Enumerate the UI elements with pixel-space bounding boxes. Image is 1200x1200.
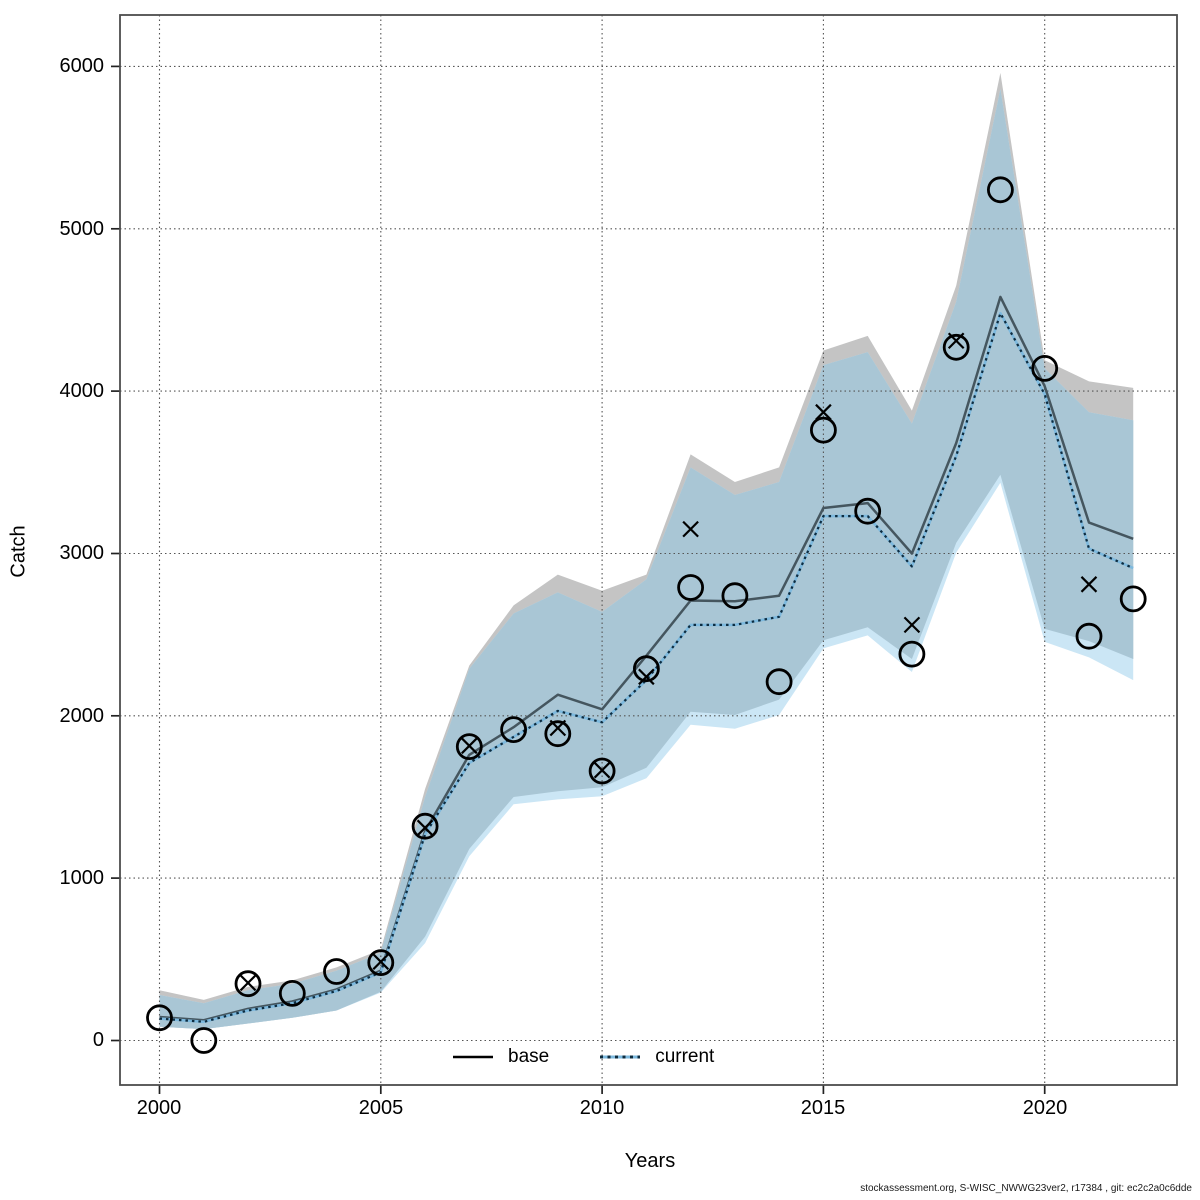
observation-x-marker-2011: [638, 668, 655, 686]
observation-x-marker-2021: [1080, 576, 1098, 593]
x-tick-label-2005: 2005: [358, 1097, 404, 1119]
y-tick-label-3000: 3000: [59, 542, 105, 564]
legend-current-label: current: [655, 1046, 715, 1067]
x-tick-label-2020: 2020: [1022, 1097, 1068, 1119]
y-tick-label-5000: 5000: [59, 218, 105, 240]
band-overlap-region: [159, 89, 1134, 1030]
observation-x-marker-2007: [461, 737, 478, 755]
observation-circle-marker-2022: [1119, 585, 1147, 613]
observation-circle-marker-2001: [190, 1027, 218, 1054]
observation-circle-marker-2014: [765, 668, 793, 696]
observation-circle-marker-2006: [411, 812, 439, 840]
observation-circle-marker-2016: [854, 497, 882, 525]
observation-x-marker-2018: [947, 332, 965, 350]
legend-base-label: base: [508, 1046, 550, 1067]
observation-circle-marker-2017: [898, 640, 926, 668]
observation-x-marker-2012: [682, 520, 699, 538]
y-tick-label-1000: 1000: [59, 867, 105, 889]
observation-x-marker-2017: [903, 616, 921, 634]
observation-x-marker-2009: [549, 719, 567, 737]
y-tick-label-6000: 6000: [59, 55, 105, 77]
observation-circle-marker-2012: [677, 574, 704, 601]
observation-x-marker-2002: [239, 974, 257, 992]
observation-circle-marker-2013: [721, 582, 749, 610]
observation-circle-marker-2018: [942, 333, 970, 361]
current-estimate-line: [159, 312, 1134, 1023]
observation-circle-marker-2002: [234, 970, 262, 998]
observation-circle-marker-2000: [146, 1004, 173, 1032]
observation-x-marker-2005: [372, 953, 390, 971]
observation-circle-marker-2010: [588, 757, 616, 785]
observation-circle-marker-2009: [544, 720, 572, 748]
observation-circle-marker-2004: [323, 958, 350, 985]
x-tick-label-2010: 2010: [579, 1097, 625, 1119]
legend: base current: [452, 1044, 714, 1070]
legend-current-line-swatch: [600, 1055, 641, 1059]
observation-x-marker-2015: [815, 403, 832, 421]
observation-x-marker-2010: [593, 761, 611, 779]
y-tick-label-4000: 4000: [59, 380, 105, 402]
observation-x-marker-2006: [416, 819, 434, 837]
observation-circle-marker-2003: [278, 980, 306, 1007]
legend-base-line-swatch: [453, 1055, 493, 1059]
observation-circle-marker-2020: [1031, 354, 1059, 382]
observation-circle-marker-2011: [633, 655, 660, 683]
observation-circle-marker-2005: [367, 949, 395, 976]
y-axis-title: Catch: [7, 525, 30, 578]
y-tick-label-2000: 2000: [59, 705, 105, 727]
x-axis-title: Years: [624, 1150, 676, 1172]
x-tick-label-2015: 2015: [800, 1097, 846, 1119]
observation-circle-marker-2008: [500, 716, 527, 743]
footer-provenance-text: stockassessment.org, S-WISC_NWWG23ver2, …: [860, 1183, 1192, 1194]
x-tick-label-2000: 2000: [136, 1097, 182, 1119]
observation-circle-marker-2019: [987, 176, 1014, 204]
plot-frame: [119, 14, 1178, 1086]
observation-circle-marker-2015: [810, 416, 837, 444]
observation-circle-marker-2021: [1075, 622, 1103, 650]
observation-circle-marker-2007: [455, 733, 483, 760]
y-tick-label-0: 0: [92, 1029, 104, 1051]
